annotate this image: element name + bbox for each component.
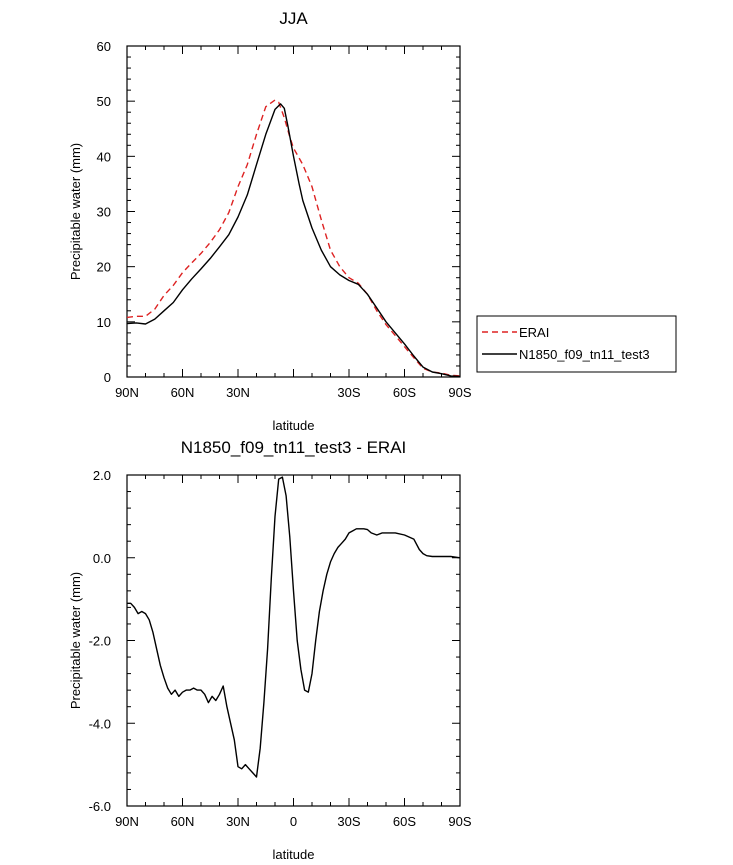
x-tick-label: 60S — [393, 385, 416, 400]
y-tick-label: 20 — [97, 260, 111, 275]
x-axis-label: latitude — [273, 847, 315, 862]
series-line-erai — [126, 99, 461, 377]
y-tick-label: -6.0 — [89, 799, 111, 814]
y-tick-label: 50 — [97, 94, 111, 109]
y-tick-label: -2.0 — [89, 634, 111, 649]
y-tick-label: 0.0 — [93, 551, 111, 566]
series-line-difference — [127, 476, 461, 778]
chart-title: JJA — [279, 9, 308, 28]
y-tick-label: 30 — [97, 205, 111, 220]
y-tick-label: -4.0 — [89, 716, 111, 731]
x-axis-label: latitude — [273, 418, 315, 433]
chart-panel-0: 90N 60N 30N 30S 60S 90S 0 10 20 30 40 50 60 JJA latitu… — [68, 9, 677, 433]
x-tick-label: 0 — [290, 814, 297, 829]
x-tick-label: 30N — [226, 814, 250, 829]
series-line-n1850-f09-tn11-test3 — [126, 103, 461, 378]
chart-title: N1850_f09_tn11_test3 - ERAI — [181, 438, 407, 457]
y-tick-label: 60 — [97, 39, 111, 54]
x-tick-label: 90S — [448, 814, 471, 829]
x-tick-label: 30S — [337, 385, 360, 400]
y-axis-label: Precipitable water (mm) — [68, 572, 83, 709]
x-tick-label: 60N — [171, 385, 195, 400]
y-tick-label: 40 — [97, 149, 111, 164]
y-tick-label: 2.0 — [93, 468, 111, 483]
legend: ERAI N1850_f09_tn11_test3 — [476, 315, 677, 373]
chart-panel-1: 90N 60N 30N 0 30S 60S 90S -6.0 -4.0 -2.0 0.0 2.0 N18… — [68, 438, 472, 862]
x-tick-label: 30N — [226, 385, 250, 400]
y-axis-label: Precipitable water (mm) — [68, 143, 83, 280]
x-tick-label: 90N — [115, 814, 139, 829]
x-tick-label: 30S — [337, 814, 360, 829]
plot-frame — [126, 45, 461, 378]
x-tick-label: 90S — [448, 385, 471, 400]
legend-label: N1850_f09_tn11_test3 — [519, 347, 650, 362]
legend-label: ERAI — [519, 325, 549, 340]
plot-frame — [126, 474, 461, 807]
y-tick-label: 10 — [97, 315, 111, 330]
legend-box — [476, 315, 677, 373]
x-tick-label: 60N — [171, 814, 195, 829]
x-tick-label: 90N — [115, 385, 139, 400]
y-tick-label: 0 — [104, 370, 111, 385]
x-tick-label: 60S — [393, 814, 416, 829]
